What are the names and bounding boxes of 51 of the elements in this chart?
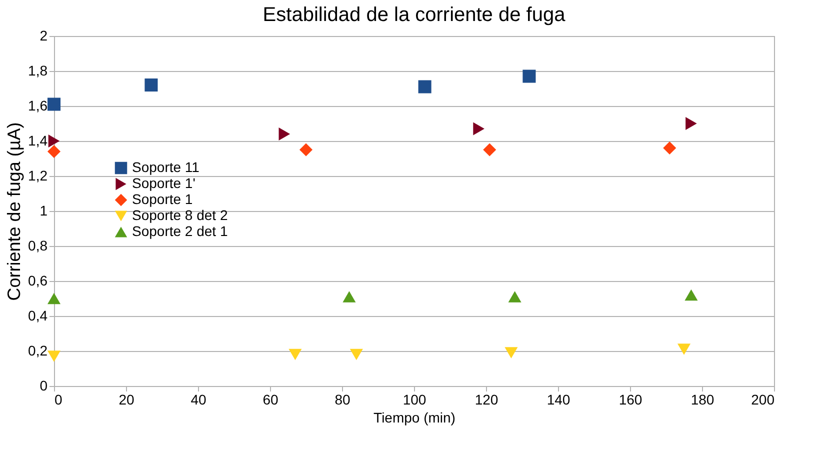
point — [677, 344, 691, 355]
point — [508, 291, 522, 302]
y-tick-label: 1,6 — [28, 98, 48, 114]
x-axis-title: Tiempo (min) — [374, 410, 456, 426]
point — [504, 347, 518, 358]
x-tick-label: 160 — [618, 392, 642, 408]
legend-label: Soporte 2 det 1 — [132, 223, 228, 239]
x-tick-label: 80 — [334, 392, 350, 408]
x-tick-label: 40 — [190, 392, 206, 408]
x-tick-label: 200 — [751, 392, 775, 408]
y-tick-label: 2 — [40, 28, 48, 44]
y-axis-title: Corriente de fuga (µA) — [4, 122, 24, 301]
x-tick-label: 140 — [546, 392, 570, 408]
point — [47, 292, 61, 304]
point — [483, 143, 496, 156]
point — [47, 98, 61, 111]
point — [686, 116, 697, 130]
y-tick-label: 1,8 — [28, 62, 48, 78]
y-tick-label: 0,4 — [28, 308, 48, 324]
y-tick-label: 0,6 — [28, 272, 48, 288]
y-tick-label: 1,2 — [28, 168, 48, 184]
point — [350, 348, 363, 360]
point — [47, 350, 61, 362]
point — [278, 127, 290, 141]
y-tick-label: 0 — [40, 378, 48, 394]
legend-label: Soporte 8 det 2 — [132, 207, 228, 223]
legend-label: Soporte 11 — [132, 159, 200, 175]
point — [48, 134, 60, 148]
point — [299, 143, 313, 156]
y-tick-label: 0,8 — [28, 238, 48, 254]
point — [684, 289, 698, 301]
point — [47, 144, 61, 158]
x-tick-label: 20 — [118, 392, 134, 408]
point — [663, 141, 676, 155]
legend-label: Soporte 1' — [132, 175, 196, 191]
chart-title: Estabilidad de la corriente de fuga — [262, 4, 566, 26]
y-tick-label: 1,4 — [28, 132, 48, 148]
y-tick-label: 0,2 — [28, 342, 48, 358]
x-tick-label: 180 — [690, 392, 714, 408]
y-tick-label: 1 — [40, 202, 48, 218]
point — [144, 78, 158, 92]
point — [522, 70, 536, 83]
x-tick-label: 0 — [54, 392, 62, 408]
x-tick-label: 120 — [474, 392, 498, 408]
x-tick-label: 60 — [262, 392, 278, 408]
point — [288, 348, 302, 360]
point — [418, 80, 432, 94]
point — [473, 122, 484, 136]
point — [342, 291, 356, 302]
legend-label: Soporte 1 — [132, 191, 193, 207]
x-tick-label: 100 — [402, 392, 426, 408]
